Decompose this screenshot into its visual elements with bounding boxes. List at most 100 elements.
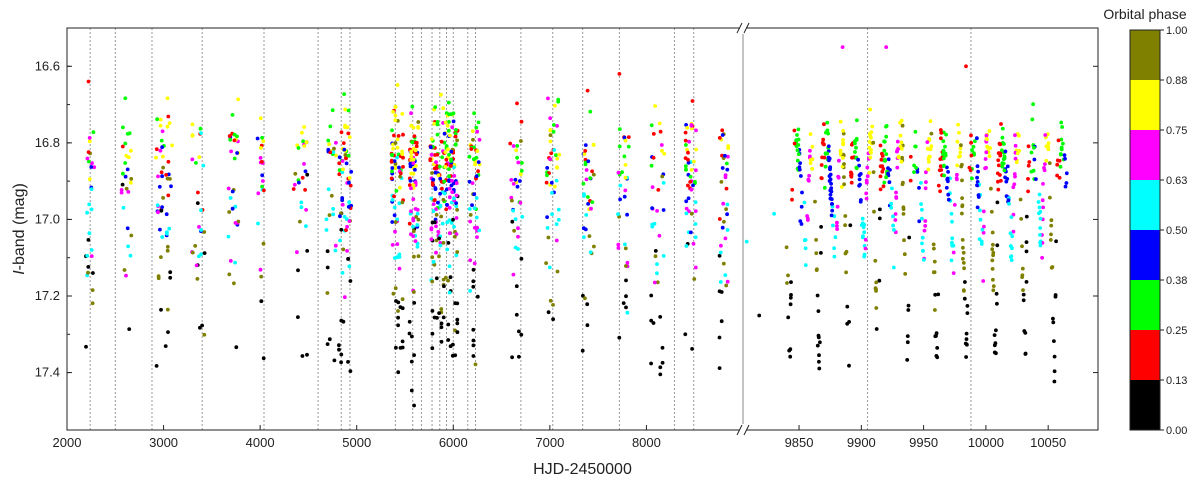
data-point: [343, 107, 348, 112]
data-point: [449, 183, 454, 188]
data-point: [474, 215, 479, 220]
data-point: [899, 159, 904, 164]
data-point: [548, 116, 553, 121]
data-point: [334, 153, 338, 158]
y-axis-title: I-band (mag): [11, 183, 28, 275]
data-point: [973, 139, 977, 144]
data-point: [341, 141, 346, 146]
data-point: [684, 123, 688, 127]
data-point: [618, 183, 623, 188]
data-point: [445, 247, 450, 252]
data-point: [1013, 156, 1018, 161]
data-point: [429, 196, 434, 201]
data-point: [992, 333, 997, 337]
data-point: [787, 348, 792, 353]
data-point: [920, 241, 924, 246]
data-point: [341, 247, 346, 252]
data-point: [431, 177, 435, 182]
data-point: [946, 197, 951, 202]
data-point: [874, 287, 878, 292]
data-point: [617, 335, 622, 340]
data-point: [720, 128, 725, 133]
data-point: [430, 255, 435, 260]
data-point: [84, 344, 88, 349]
data-point: [693, 209, 698, 214]
data-point: [87, 136, 92, 140]
data-point: [905, 334, 910, 338]
data-point: [474, 155, 479, 160]
data-point: [259, 299, 264, 304]
data-point: [720, 166, 725, 170]
data-point: [658, 315, 663, 319]
data-point: [650, 224, 655, 229]
data-point: [159, 138, 164, 143]
data-point: [261, 356, 266, 361]
data-point: [961, 250, 966, 255]
data-point: [228, 196, 233, 200]
data-point: [474, 125, 479, 130]
data-point: [87, 202, 92, 207]
data-point: [694, 168, 698, 173]
data-point: [344, 161, 349, 166]
data-point: [510, 355, 514, 360]
data-point: [995, 200, 1000, 205]
data-point: [161, 165, 166, 170]
data-point: [447, 264, 452, 269]
data-point: [991, 288, 996, 293]
data-point: [92, 165, 97, 170]
data-point: [726, 154, 730, 159]
data-point: [516, 226, 520, 231]
data-point: [832, 254, 837, 259]
data-point: [1026, 144, 1031, 149]
data-point: [982, 224, 986, 229]
data-point: [302, 125, 306, 129]
data-point: [843, 223, 847, 228]
data-point: [725, 279, 730, 284]
data-point: [514, 312, 519, 317]
data-point: [795, 158, 800, 163]
data-point: [431, 202, 436, 207]
data-point: [1042, 166, 1046, 170]
data-point: [195, 201, 200, 206]
data-point: [292, 182, 297, 187]
data-point: [473, 162, 477, 167]
data-point: [156, 210, 160, 215]
data-point: [719, 180, 724, 184]
data-point: [340, 202, 345, 207]
data-point: [442, 131, 447, 136]
data-point: [477, 228, 482, 233]
data-point: [1000, 135, 1005, 140]
data-point: [829, 197, 834, 202]
data-point: [886, 157, 891, 162]
data-point: [1032, 145, 1036, 150]
data-point: [123, 96, 128, 101]
data-point: [433, 153, 437, 157]
data-point: [625, 212, 629, 217]
data-point: [796, 127, 801, 132]
data-point: [259, 146, 263, 150]
data-point: [1041, 182, 1045, 186]
data-point: [450, 125, 455, 130]
x-tick-label: 10050: [1030, 435, 1066, 450]
data-point: [1037, 211, 1041, 216]
data-point: [971, 144, 976, 149]
data-point: [941, 156, 946, 161]
data-point: [1046, 147, 1051, 152]
data-point: [991, 253, 995, 258]
data-point: [396, 323, 400, 328]
data-point: [950, 219, 954, 224]
data-point: [297, 180, 301, 185]
data-point: [471, 354, 476, 358]
data-point: [455, 138, 459, 143]
data-point: [446, 147, 450, 152]
data-point: [227, 134, 232, 138]
data-point: [431, 209, 436, 214]
data-point: [874, 327, 879, 331]
data-point: [792, 141, 797, 146]
data-point: [415, 211, 420, 216]
data-point: [880, 151, 884, 156]
data-point: [959, 143, 963, 148]
data-point: [686, 196, 691, 201]
data-point: [324, 217, 329, 222]
data-point: [416, 217, 421, 222]
